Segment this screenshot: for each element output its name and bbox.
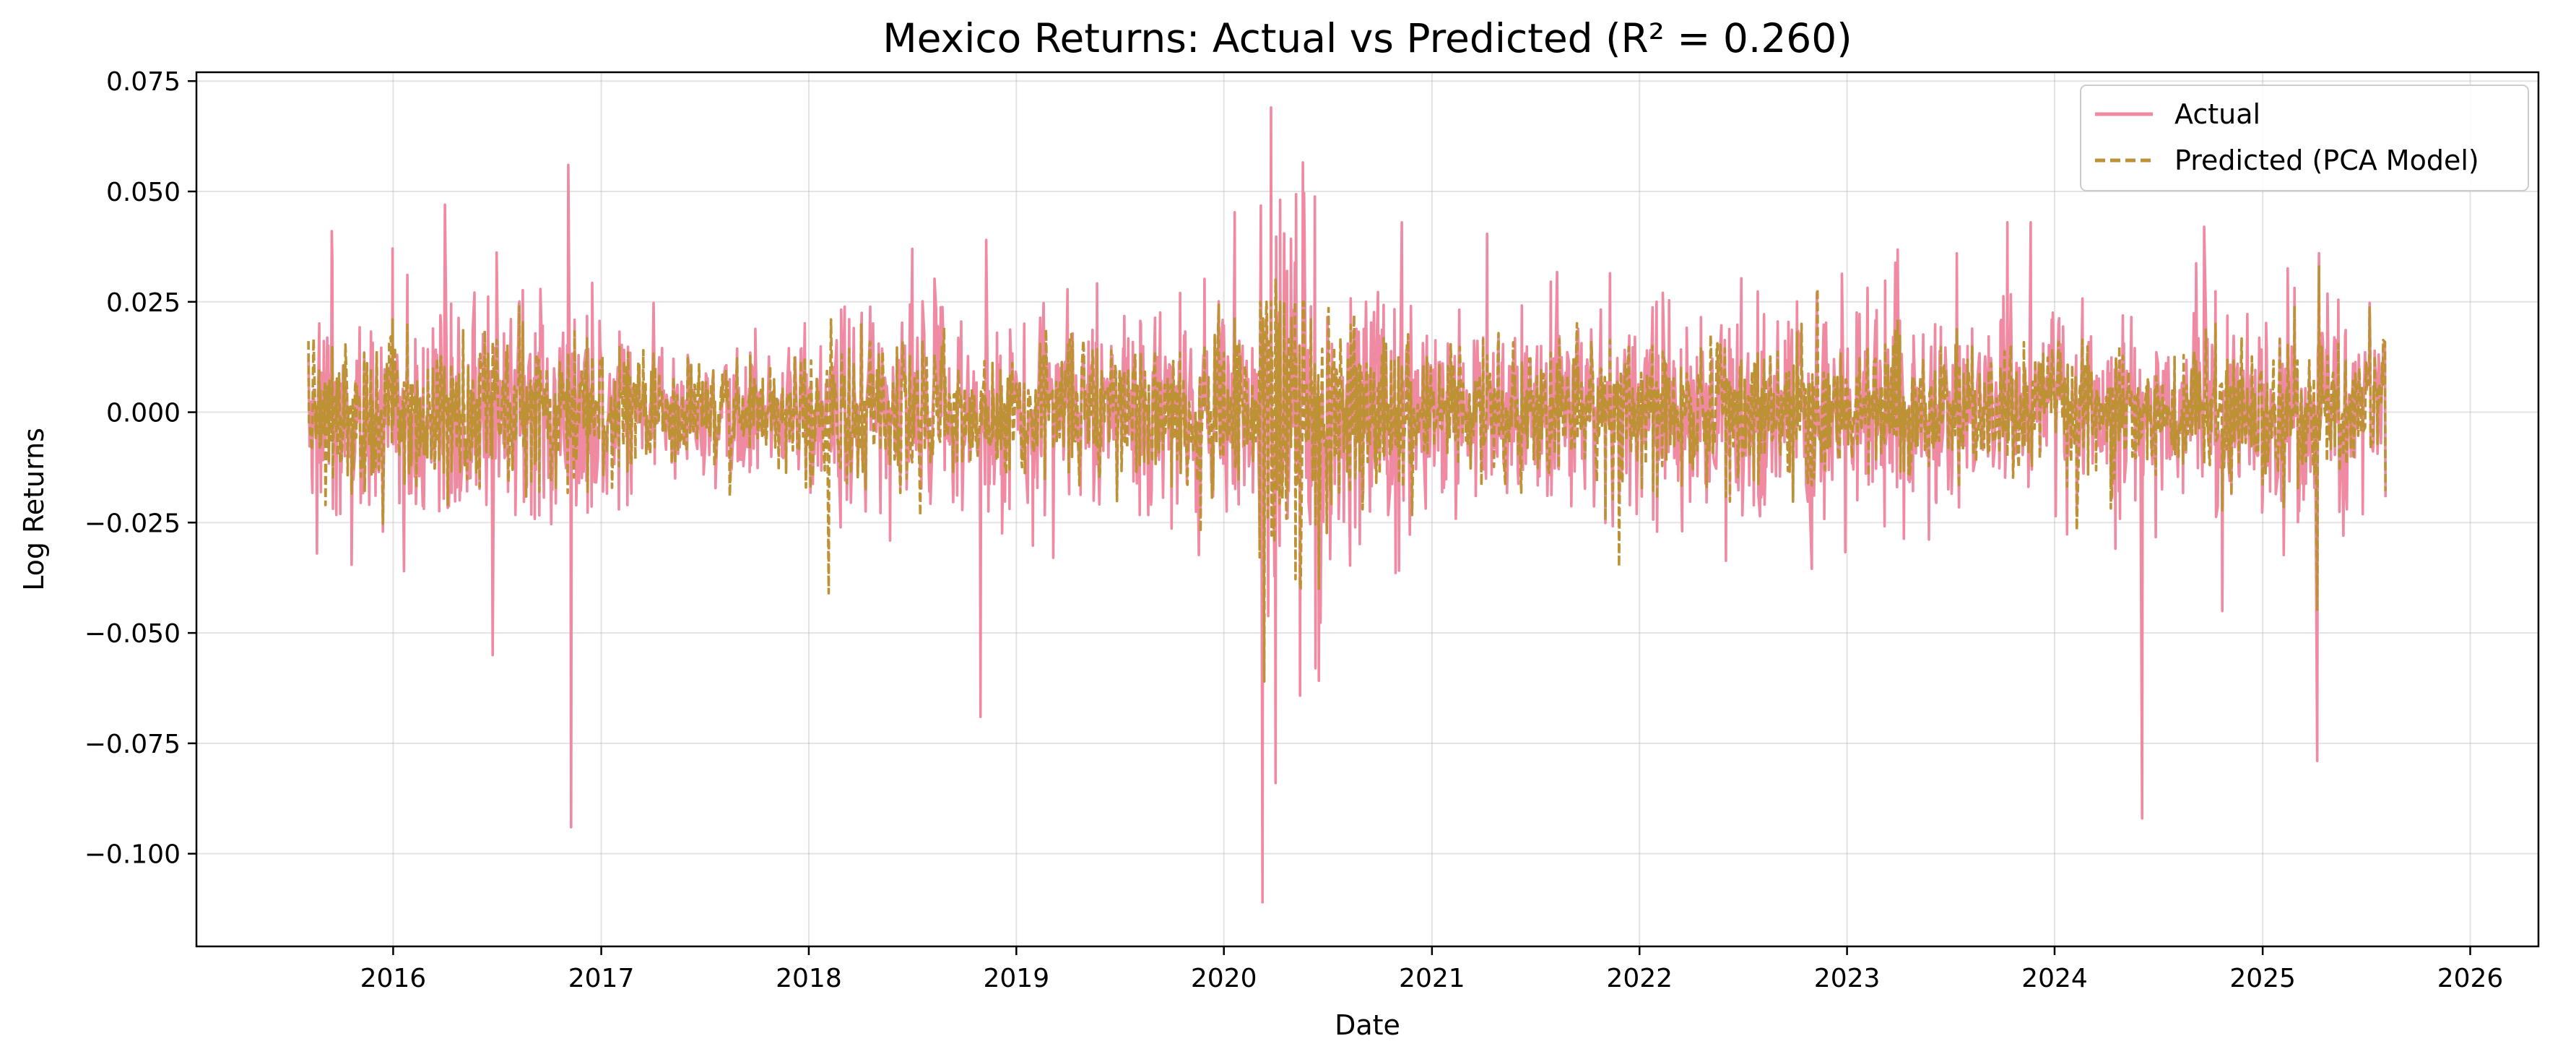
y-tick-label: −0.025 [84, 509, 181, 538]
series-area [307, 106, 2387, 904]
y-tick-label: −0.100 [84, 840, 181, 870]
plot-frame [195, 71, 2540, 948]
x-tick-label: 2019 [984, 964, 1050, 993]
legend-label-actual: Actual [2174, 98, 2260, 130]
x-tick-label: 2022 [1606, 964, 1673, 993]
y-tick-label: 0.050 [106, 178, 181, 207]
y-tick-label: −0.050 [84, 619, 181, 649]
y-tick-label: 0.025 [106, 288, 181, 318]
x-tick-label: 2023 [1814, 964, 1881, 993]
x-tick-label: 2016 [360, 964, 427, 993]
x-tick-label: 2017 [568, 964, 635, 993]
y-tick-label: −0.075 [84, 730, 181, 759]
y-tick-label: 0.000 [106, 399, 181, 428]
legend-box [2080, 85, 2529, 191]
x-tick-label: 2026 [2437, 964, 2504, 993]
x-tick-label: 2020 [1191, 964, 1257, 993]
legend: Actual Predicted (PCA Model) [2080, 85, 2529, 191]
axis-ticks: 2016 2017 2018 2019 2020 2021 2022 2023 2024 2025… [84, 67, 2504, 993]
x-tick-label: 2018 [776, 964, 842, 993]
series-line-predicted [307, 265, 2387, 683]
y-axis-label: Log Returns [18, 428, 50, 591]
x-axis-label: Date [1335, 1009, 1400, 1041]
x-tick-label: 2025 [2229, 964, 2296, 993]
x-tick-label: 2024 [2021, 964, 2088, 993]
chart-title: Mexico Returns: Actual vs Predicted (R² … [882, 15, 1852, 61]
y-tick-label: 0.075 [106, 67, 181, 97]
legend-label-predicted: Predicted (PCA Model) [2174, 144, 2479, 176]
x-tick-label: 2021 [1399, 964, 1465, 993]
